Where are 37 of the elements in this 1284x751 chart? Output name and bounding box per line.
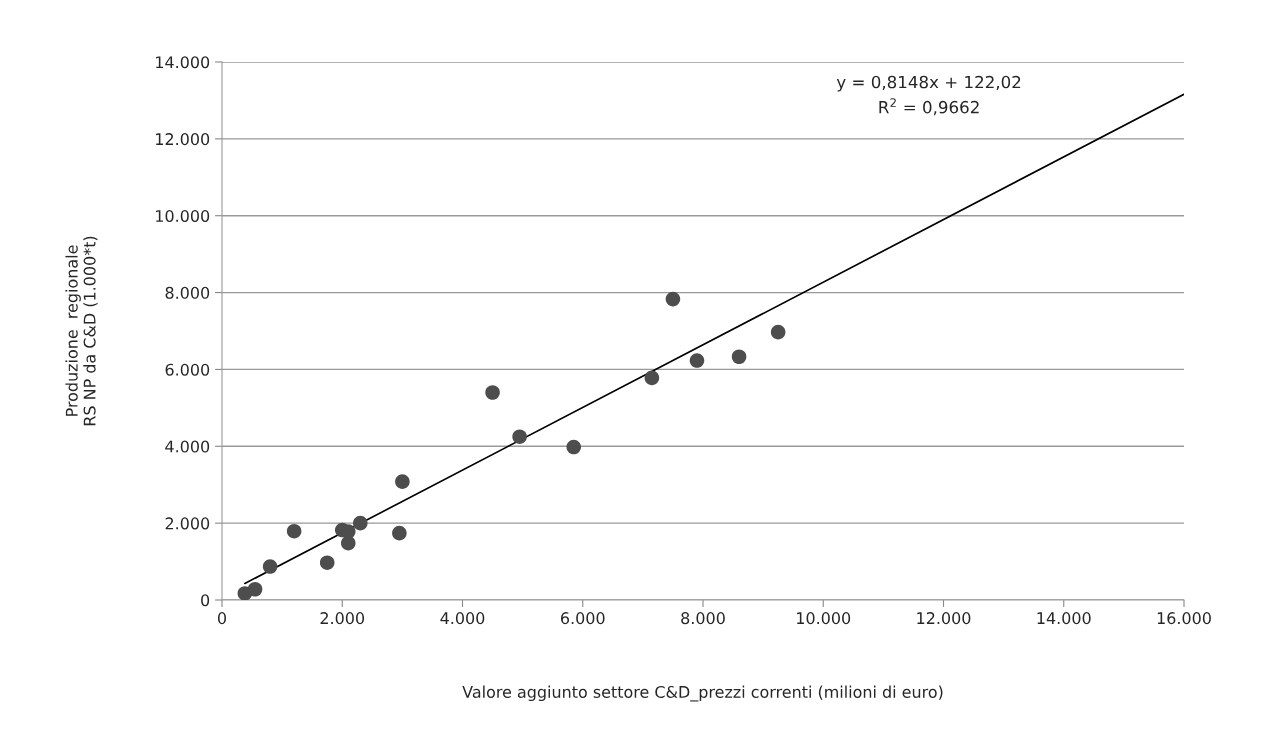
annotation: R$^{2}$ = 0,9662 bbox=[879, 98, 979, 116]
point bbox=[665, 291, 681, 307]
y-tick-label: 6.000 bbox=[165, 363, 210, 376]
point bbox=[770, 324, 786, 340]
point bbox=[392, 525, 407, 541]
point bbox=[485, 385, 500, 400]
y-axis-title: Produzione regionale RS NP da C&D (1.000*t) bbox=[65, 236, 98, 426]
point bbox=[731, 349, 747, 365]
x-tick-label: 8.000 bbox=[681, 612, 725, 625]
annotation: y = 0,8148x + 122,02 bbox=[836, 75, 1021, 92]
point bbox=[340, 535, 356, 551]
y-tick-label: 2.000 bbox=[165, 517, 210, 530]
point bbox=[512, 429, 527, 444]
point bbox=[247, 581, 263, 597]
point bbox=[262, 559, 278, 574]
y-tick-label: 0 bbox=[201, 594, 210, 607]
point bbox=[566, 439, 582, 455]
x-tick-label: 16.000 bbox=[1157, 612, 1211, 625]
y-tick-label: 12.000 bbox=[156, 133, 210, 146]
y-tick-label: 8.000 bbox=[165, 286, 210, 299]
y-tick-label: 4.000 bbox=[165, 440, 210, 453]
x-tick-label: 12.000 bbox=[917, 612, 971, 625]
x-tick-label: 4.000 bbox=[440, 612, 485, 625]
point bbox=[319, 555, 335, 571]
point bbox=[353, 515, 368, 531]
point bbox=[286, 523, 302, 539]
x-tick-label: 6.000 bbox=[561, 612, 605, 625]
x-tick-label: 0 bbox=[217, 612, 227, 625]
y-tick-label: 10.000 bbox=[156, 209, 210, 223]
point bbox=[395, 474, 410, 489]
point bbox=[689, 353, 705, 368]
x-tick-label: 2.000 bbox=[320, 612, 365, 625]
point bbox=[644, 370, 660, 386]
x-axis-title: Valore aggiunto settore C&D_prezzi correnti (milioni di euro) bbox=[462, 685, 943, 702]
x-tick-label: 14.000 bbox=[1037, 612, 1091, 625]
x-tick-label: 10.000 bbox=[797, 612, 851, 625]
y-tick-label: 14.000 bbox=[156, 56, 210, 69]
